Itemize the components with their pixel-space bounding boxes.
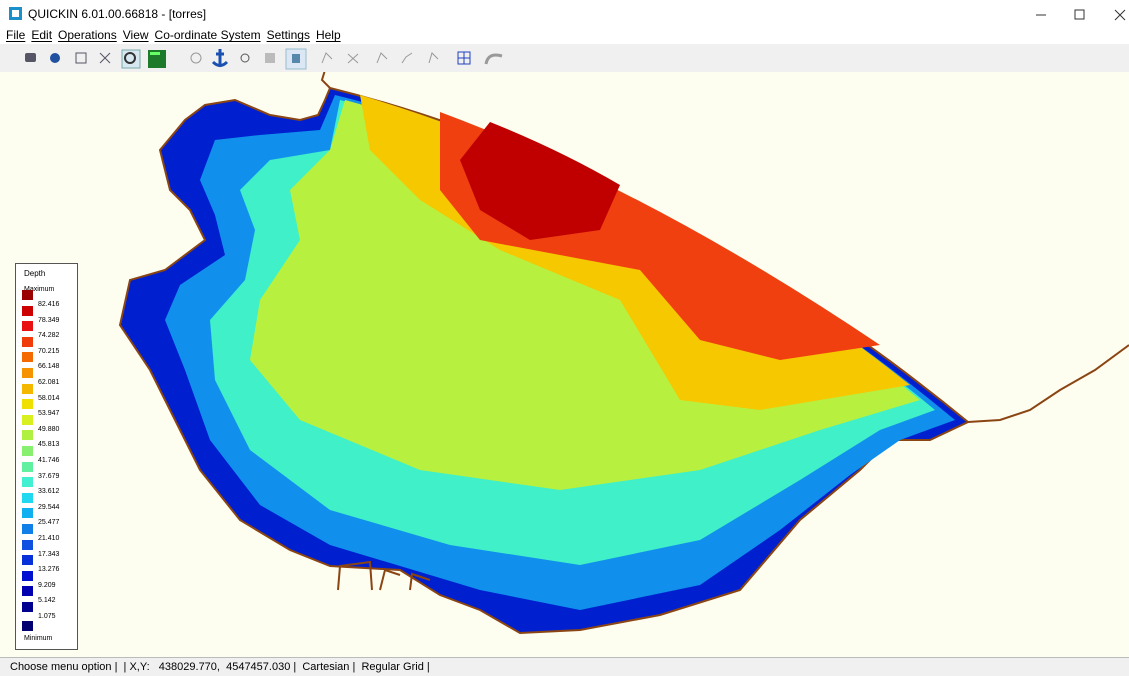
legend-swatch [22,415,33,425]
legend-label: 62.081 [38,379,59,386]
legend-label: 66.148 [38,363,59,370]
toolbar [0,44,1129,73]
legend-label: 49.880 [38,426,59,433]
legend-swatch [22,571,33,581]
legend-label: 17.343 [38,551,59,558]
legend-label: 78.349 [38,317,59,324]
menu-item[interactable]: Settings [267,28,310,42]
menu-item[interactable]: Edit [31,28,52,42]
legend-label: 70.215 [38,348,59,355]
legend-swatch [22,368,33,378]
status-text: Choose menu option | | X,Y: 438029.770, … [10,661,430,673]
legend-label: 58.014 [38,395,59,402]
legend-swatch [22,462,33,472]
legend-label: 13.276 [38,566,59,573]
legend-label: 41.746 [38,457,59,464]
window-title: QUICKIN 6.01.00.66818 - [torres] [28,7,206,21]
legend-swatch [22,508,33,518]
legend-label: 53.947 [38,410,59,417]
depth-map [0,72,1129,657]
legend-label: 37.679 [38,473,59,480]
legend-label: 29.544 [38,504,59,511]
status-bar: Choose menu option | | X,Y: 438029.770, … [0,657,1129,676]
legend-min: Minimum [24,635,52,642]
menu-item[interactable]: Operations [58,28,117,42]
legend-label: 9.209 [38,582,56,589]
legend-label: 5.142 [38,597,56,604]
legend-label: 21.410 [38,535,59,542]
legend-swatch [22,477,33,487]
legend-swatch [22,555,33,565]
legend-swatch [22,430,33,440]
legend-swatch [22,399,33,409]
legend-title: Depth [24,269,45,278]
legend-label: 45.813 [38,441,59,448]
map-canvas[interactable] [0,72,1129,657]
coastline-east [968,345,1129,422]
menu-item[interactable]: Help [316,28,341,42]
legend-swatch [22,540,33,550]
menu-bar: File Edit Operations View Co-ordinate System… [0,28,1129,44]
legend-label: 1.075 [38,613,56,620]
app-icon-inner [12,10,19,17]
title-bar: QUICKIN 6.01.00.66818 - [torres] [0,0,1129,28]
legend-label: 82.416 [38,301,59,308]
legend-swatch [22,621,33,631]
tool-buttons[interactable] [25,49,502,69]
legend-swatch [22,306,33,316]
legend-swatch [22,493,33,503]
legend-swatch [22,602,33,612]
legend-swatch [22,524,33,534]
app-window: QUICKIN 6.01.00.66818 - [torres] File Edi… [0,0,1129,675]
legend-swatch [22,290,33,300]
restore-button[interactable] [1075,10,1084,19]
menu-item[interactable]: Co-ordinate System [155,28,261,42]
legend-swatch [22,352,33,362]
legend-label: 33.612 [38,488,59,495]
menu-item[interactable]: File [6,28,25,42]
legend-swatch [22,321,33,331]
legend-label: 74.282 [38,332,59,339]
legend-swatch [22,384,33,394]
legend-swatch [22,337,33,347]
coastline-north [322,72,330,88]
legend-label: 25.477 [38,519,59,526]
menu-item[interactable]: View [123,28,149,42]
legend-swatch [22,446,33,456]
close-button[interactable] [1115,10,1125,20]
toolbar-icons [0,44,520,72]
legend-swatch [22,586,33,596]
